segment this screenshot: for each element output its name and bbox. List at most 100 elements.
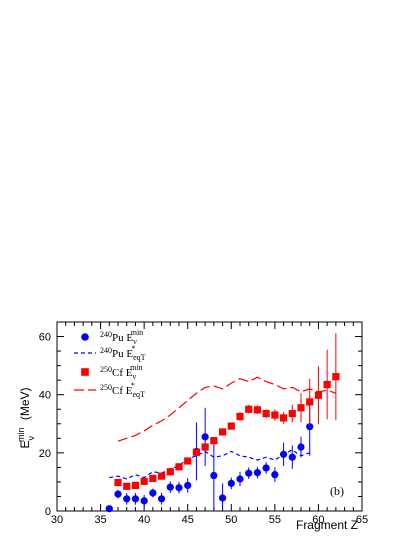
legend-marker — [81, 368, 89, 376]
data-point — [166, 468, 174, 476]
data-point — [131, 495, 140, 503]
data-point — [157, 495, 166, 503]
data-point — [184, 481, 192, 490]
legend-sub: eqT — [132, 390, 145, 399]
legend-iso: 250 — [100, 383, 112, 392]
legend-entry-2: 250Cf Eνmin — [81, 363, 143, 381]
series-layer — [105, 333, 340, 513]
data-point — [253, 406, 262, 414]
legend-entry-0: 240Pu Eνmin — [81, 328, 143, 346]
data-point — [114, 490, 122, 498]
data-point — [279, 414, 288, 422]
data-point — [227, 422, 235, 430]
data-point — [123, 482, 131, 490]
data-point — [218, 428, 227, 436]
panel-label: (b) — [330, 484, 344, 498]
tick-labels: 30 35 40 45 50 55 60 65 0 20 40 60 — [39, 332, 368, 526]
y-axis-title-main: E — [18, 441, 32, 449]
plot-frame — [56, 321, 363, 512]
y-axis-title: Eνmin (MeV) — [16, 387, 36, 448]
data-point — [332, 373, 340, 381]
data-point — [262, 409, 270, 418]
x-axis-title: Fragment Z — [296, 518, 358, 532]
x-tick-label: 50 — [225, 514, 237, 526]
legend-element: Pu — [112, 348, 126, 360]
data-point — [201, 433, 209, 441]
data-point — [288, 453, 296, 461]
legend-entry-3: 250Cf EeqT* — [74, 381, 145, 399]
x-tick-label: 30 — [51, 514, 63, 526]
data-point — [184, 457, 192, 465]
legend-element: Cf — [112, 367, 126, 379]
legend-sub: ν — [132, 372, 136, 381]
legend-sup: min — [131, 328, 143, 337]
data-point — [288, 409, 296, 418]
data-point — [218, 494, 227, 502]
data-point — [175, 484, 183, 492]
data-point — [166, 483, 174, 491]
data-point — [245, 469, 253, 477]
data-point — [253, 469, 262, 477]
legend-element: Cf — [112, 385, 126, 397]
data-point — [271, 411, 279, 419]
data-point — [114, 478, 122, 487]
data-point — [323, 380, 331, 389]
data-point — [227, 479, 235, 487]
data-point — [271, 471, 279, 479]
y-axis-title-sub: ν — [26, 436, 36, 441]
data-point — [210, 471, 218, 480]
series-line — [109, 449, 310, 480]
legend-sup: * — [131, 381, 135, 390]
data-point — [201, 443, 209, 451]
data-point — [123, 495, 131, 503]
series-3 — [117, 376, 337, 442]
x-tick-label: 60 — [312, 514, 324, 526]
data-point — [236, 412, 244, 421]
legend-label: 250Cf Eνmin — [100, 363, 143, 381]
data-point — [149, 489, 157, 497]
legend-label: 250Cf EeqT* — [100, 381, 145, 399]
data-point — [210, 437, 218, 445]
legend-iso: 240 — [100, 330, 112, 339]
legend-sub: eqT — [133, 353, 146, 362]
y-tick-label: 60 — [39, 332, 51, 344]
series-line — [117, 376, 337, 442]
y-tick-label: 20 — [39, 448, 51, 460]
data-point — [149, 474, 157, 483]
axis-ticks — [56, 321, 363, 512]
data-point — [314, 391, 323, 399]
legend-sup: * — [132, 344, 136, 353]
series-1 — [109, 449, 310, 480]
data-point — [297, 443, 305, 451]
data-point — [297, 404, 305, 412]
data-point — [262, 464, 270, 472]
x-tick-label: 65 — [356, 514, 368, 526]
data-point — [306, 423, 314, 431]
legend-quantity: E — [126, 385, 133, 397]
data-point — [140, 477, 148, 485]
series-2 — [114, 333, 340, 490]
legend-quantity: E — [126, 367, 133, 379]
x-tick-label: 40 — [138, 514, 150, 526]
legend-entry-1: 240Pu EeqT* — [74, 344, 146, 362]
data-point — [236, 475, 244, 483]
data-point — [131, 481, 140, 490]
legend-sub: ν — [133, 337, 137, 346]
legend-iso: 250 — [100, 365, 112, 374]
y-axis-title-sup: min — [16, 427, 26, 442]
data-point — [140, 497, 148, 505]
data-point — [175, 463, 183, 471]
data-point — [157, 472, 166, 480]
legend-quantity: E — [126, 348, 133, 360]
legend-quantity: E — [126, 332, 133, 344]
legend-iso: 240 — [100, 346, 112, 355]
x-tick-label: 55 — [269, 514, 281, 526]
y-tick-label: 40 — [39, 390, 51, 402]
svg-text:Eνmin (MeV): Eνmin (MeV) — [16, 387, 36, 448]
data-point — [245, 405, 253, 413]
data-point — [192, 448, 201, 456]
y-tick-label: 0 — [45, 506, 51, 518]
data-point — [306, 398, 314, 406]
x-tick-label: 45 — [182, 514, 194, 526]
